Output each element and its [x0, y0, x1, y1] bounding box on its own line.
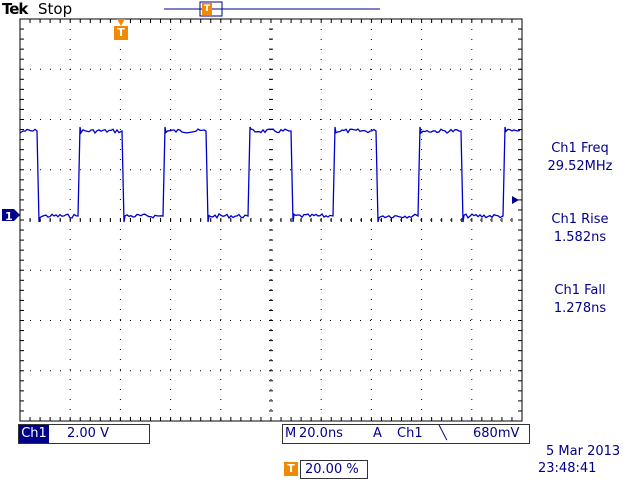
trigger-position-readout[interactable]: 20.00 % [300, 460, 368, 479]
measurement-label: Ch1 Fall [554, 283, 606, 298]
trigger-position-icon: T [284, 462, 298, 476]
trigger-level-arrow[interactable] [512, 196, 519, 204]
timebase-trigger-readout[interactable]: M 20.0ns A Ch1 ╲ 680mV [282, 424, 530, 444]
trigger-position-glyph: T [287, 462, 295, 475]
measurement-label: Ch1 Freq [551, 141, 609, 156]
measurement-fall[interactable]: Ch1 Fall 1.278ns [520, 282, 640, 318]
trigger-marker-pointer [117, 19, 125, 26]
time-readout: 23:48:41 [538, 461, 597, 476]
trigger-position-value: 20.00 % [305, 462, 359, 477]
trigger-level: 680mV [473, 426, 520, 441]
graticule-grid [19, 18, 522, 421]
trigger-marker-glyph: T [117, 26, 125, 39]
ch1-tag: Ch1 [19, 425, 49, 443]
ch1-ground-marker[interactable] [2, 209, 20, 221]
trigger-slope-icon: ╲ [439, 426, 447, 441]
measurement-label: Ch1 Rise [551, 212, 609, 227]
measurement-rise[interactable]: Ch1 Rise 1.582ns [520, 211, 640, 247]
measurement-value: 1.278ns [553, 301, 607, 316]
measurement-value: 1.582ns [553, 230, 607, 245]
record-trigger-marker: T [202, 3, 212, 15]
ch1-scale-readout[interactable]: Ch1 2.00 V [18, 424, 150, 444]
trigger-prefix: A [373, 426, 382, 441]
ch1-volts-per-div: 2.00 V [67, 426, 109, 441]
measurement-freq[interactable]: Ch1 Freq 29.52MHz [520, 140, 640, 176]
ch1-waveform-trace [19, 126, 521, 223]
timebase-value: 20.0ns [299, 426, 343, 441]
trigger-source: Ch1 [397, 426, 423, 441]
timebase-prefix: M [285, 426, 297, 441]
record-view-window [199, 1, 223, 17]
record-trigger-glyph: T [203, 4, 211, 14]
trigger-position-marker[interactable]: T [114, 26, 128, 40]
date-readout: 5 Mar 2013 [546, 444, 621, 459]
brand-logo: Tek [2, 0, 28, 18]
measurement-value: 29.52MHz [547, 159, 613, 174]
acquisition-state: Stop [38, 0, 73, 18]
ch1-ground-marker-label: 1 [5, 210, 13, 223]
